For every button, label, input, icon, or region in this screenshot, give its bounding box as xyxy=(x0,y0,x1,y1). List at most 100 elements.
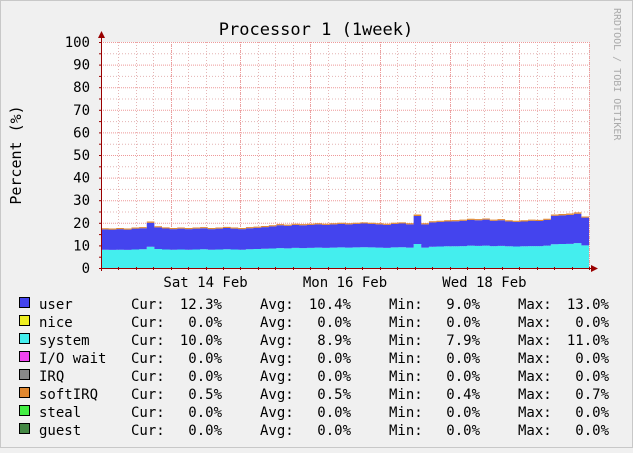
legend-avg-value: 0.5% xyxy=(317,387,351,403)
legend-name: guest xyxy=(39,423,81,439)
x-axis-arrow xyxy=(591,265,598,272)
legend-name: softIRQ xyxy=(39,387,98,403)
legend-min-value: 0.4% xyxy=(446,387,480,403)
y-tick-label: 100 xyxy=(65,35,90,51)
y-tick-label: 80 xyxy=(73,80,90,96)
legend-swatch xyxy=(19,351,30,362)
y-tick-label: 60 xyxy=(73,125,90,141)
legend-cur-value: 0.0% xyxy=(188,369,222,385)
legend-name: I/O wait xyxy=(39,351,106,367)
legend-cur-label: Cur: xyxy=(131,333,165,349)
legend-max-value: 0.0% xyxy=(575,405,609,421)
y-tick-label: 90 xyxy=(73,58,90,74)
legend-max-value: 0.7% xyxy=(575,387,609,403)
y-tick-label: 50 xyxy=(73,148,90,164)
legend-max-label: Max: xyxy=(518,405,552,421)
y-tick-label: 70 xyxy=(73,103,90,119)
legend-max-label: Max: xyxy=(518,315,552,331)
legend-avg-value: 8.9% xyxy=(317,333,351,349)
data-areas xyxy=(101,212,589,268)
legend-cur-value: 0.0% xyxy=(188,423,222,439)
legend-cur-label: Cur: xyxy=(131,369,165,385)
legend-swatch xyxy=(19,315,30,326)
legend-row-softirq: softIRQ Cur: 0.5% Avg: 0.5% Min: 0.4% Max: 0.7% xyxy=(19,387,610,403)
area-user xyxy=(101,213,589,250)
legend-max-label: Max: xyxy=(518,423,552,439)
x-tick-labels: Sat 14 Feb Mon 16 Feb Wed 18 Feb xyxy=(163,275,526,291)
legend-min-label: Min: xyxy=(389,297,423,313)
legend-swatch xyxy=(19,297,30,308)
axes xyxy=(98,31,598,272)
legend-min-value: 0.0% xyxy=(446,423,480,439)
legend-min-label: Min: xyxy=(389,315,423,331)
legend-min-value: 0.0% xyxy=(446,405,480,421)
x-tick-label: Mon 16 Feb xyxy=(303,275,387,291)
y-axis-label: Percent (%) xyxy=(7,105,25,204)
legend-avg-value: 0.0% xyxy=(317,405,351,421)
legend-swatch xyxy=(19,369,30,380)
legend-min-label: Min: xyxy=(389,369,423,385)
y-tick-label: 30 xyxy=(73,193,90,209)
legend-max-value: 13.0% xyxy=(567,297,610,313)
legend-avg-label: Avg: xyxy=(260,351,294,367)
legend-name: steal xyxy=(39,405,81,421)
watermark: RRDTOOL / TOBI OETIKER xyxy=(611,8,622,141)
legend-min-value: 0.0% xyxy=(446,369,480,385)
legend-avg-label: Avg: xyxy=(260,405,294,421)
legend-min-value: 0.0% xyxy=(446,315,480,331)
legend-cur-value: 0.5% xyxy=(188,387,222,403)
legend-max-value: 0.0% xyxy=(575,351,609,367)
legend-avg-label: Avg: xyxy=(260,423,294,439)
legend-avg-value: 10.4% xyxy=(309,297,352,313)
legend: user Cur: 12.3% Avg: 10.4% Min: 9.0% Max: 13.0% n… xyxy=(19,297,610,439)
legend-cur-value: 10.0% xyxy=(180,333,223,349)
y-tick-labels: 0 10 20 30 40 50 60 70 80 90 100 xyxy=(65,35,90,277)
legend-min-label: Min: xyxy=(389,405,423,421)
legend-min-label: Min: xyxy=(389,387,423,403)
legend-avg-value: 0.0% xyxy=(317,369,351,385)
legend-name: user xyxy=(39,297,73,313)
legend-avg-label: Avg: xyxy=(260,369,294,385)
legend-max-label: Max: xyxy=(518,351,552,367)
legend-max-label: Max: xyxy=(518,369,552,385)
y-tick-label: 40 xyxy=(73,171,90,187)
legend-cur-value: 0.0% xyxy=(188,405,222,421)
x-tick-label: Wed 18 Feb xyxy=(442,275,526,291)
y-axis-arrow xyxy=(98,31,105,38)
legend-avg-value: 0.0% xyxy=(317,315,351,331)
legend-name: IRQ xyxy=(39,369,64,385)
legend-avg-label: Avg: xyxy=(260,387,294,403)
legend-max-value: 0.0% xyxy=(575,369,609,385)
legend-min-label: Min: xyxy=(389,333,423,349)
legend-avg-label: Avg: xyxy=(260,297,294,313)
legend-avg-label: Avg: xyxy=(260,333,294,349)
legend-avg-value: 0.0% xyxy=(317,423,351,439)
legend-cur-label: Cur: xyxy=(131,297,165,313)
legend-max-label: Max: xyxy=(518,333,552,349)
legend-swatch xyxy=(19,387,30,398)
legend-name: nice xyxy=(39,315,73,331)
legend-cur-label: Cur: xyxy=(131,405,165,421)
legend-row-steal: steal Cur: 0.0% Avg: 0.0% Min: 0.0% Max: 0.0% xyxy=(19,405,610,421)
legend-max-value: 0.0% xyxy=(575,423,609,439)
legend-cur-label: Cur: xyxy=(131,423,165,439)
legend-row-nice: nice Cur: 0.0% Avg: 0.0% Min: 0.0% Max: 0.0% xyxy=(19,315,610,331)
legend-cur-value: 0.0% xyxy=(188,315,222,331)
y-tick-label: 20 xyxy=(73,216,90,232)
legend-row-guest: guest Cur: 0.0% Avg: 0.0% Min: 0.0% Max: 0.0% xyxy=(19,423,610,439)
legend-avg-label: Avg: xyxy=(260,315,294,331)
legend-cur-label: Cur: xyxy=(131,351,165,367)
legend-swatch xyxy=(19,405,30,416)
legend-row-i-o-wait: I/O wait Cur: 0.0% Avg: 0.0% Min: 0.0% Max: 0.0% xyxy=(19,351,610,367)
legend-min-value: 0.0% xyxy=(446,351,480,367)
y-tick-label: 0 xyxy=(82,261,90,277)
legend-avg-value: 0.0% xyxy=(317,351,351,367)
legend-swatch xyxy=(19,423,30,434)
legend-cur-value: 12.3% xyxy=(180,297,223,313)
legend-cur-label: Cur: xyxy=(131,387,165,403)
legend-max-value: 11.0% xyxy=(567,333,610,349)
legend-cur-value: 0.0% xyxy=(188,351,222,367)
legend-row-user: user Cur: 12.3% Avg: 10.4% Min: 9.0% Max: 13.0% xyxy=(19,297,610,313)
